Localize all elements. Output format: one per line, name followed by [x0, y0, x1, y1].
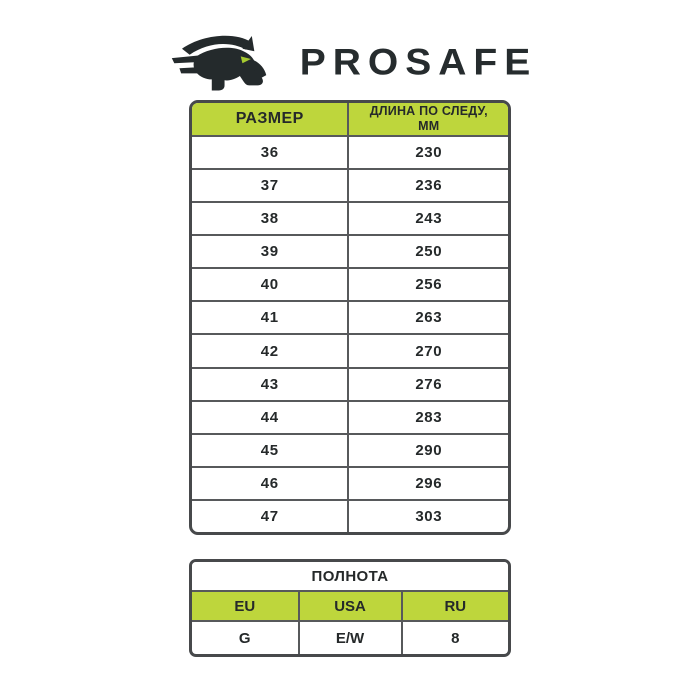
size-cell: 41	[192, 300, 348, 333]
length-cell: 276	[347, 366, 508, 400]
fullness-header-row: EU USA RU	[192, 590, 508, 620]
length-cell: 283	[347, 399, 508, 433]
length-cell: 236	[347, 168, 508, 202]
table-row: 37 236	[192, 168, 508, 202]
size-cell: 37	[192, 168, 348, 201]
length-cell: 270	[347, 333, 508, 367]
fullness-value-ru: 8	[400, 620, 508, 654]
length-cell: 256	[347, 267, 508, 301]
size-column-header: РАЗМЕР	[192, 103, 348, 135]
length-cell: 290	[347, 432, 508, 466]
fullness-table: ПОЛНОТА EU USA RU G E/W 8	[192, 562, 508, 654]
size-cell: 38	[192, 201, 348, 234]
size-cell: 45	[192, 432, 348, 466]
fullness-header-usa: USA	[297, 590, 401, 620]
table-row: 38 243	[192, 201, 508, 235]
fullness-header-ru: RU	[400, 590, 508, 620]
length-cell: 243	[347, 201, 508, 235]
fullness-values-row: G E/W 8	[192, 620, 508, 654]
size-cell: 42	[192, 333, 348, 366]
size-cell: 39	[192, 234, 348, 267]
size-table-header-row: РАЗМЕР ДЛИНА ПО СЛЕДУ, ММ	[192, 103, 508, 135]
length-cell: 296	[347, 465, 508, 499]
fullness-title: ПОЛНОТА	[192, 562, 508, 590]
size-cell: 43	[192, 366, 348, 400]
length-cell: 303	[347, 498, 508, 532]
fullness-title-row: ПОЛНОТА	[192, 562, 508, 590]
table-row: 44 283	[192, 399, 508, 433]
table-row: 45 290	[192, 432, 508, 466]
fullness-header-eu: EU	[192, 590, 298, 620]
length-cell: 263	[347, 300, 508, 334]
size-cell: 44	[192, 399, 348, 433]
table-row: 40 256	[192, 267, 508, 301]
table-row: 43 276	[192, 366, 508, 400]
table-row: 41 263	[192, 300, 508, 334]
size-cell: 47	[192, 498, 348, 532]
fullness-value-eu: G	[192, 620, 298, 654]
fullness-value-usa: E/W	[297, 620, 401, 654]
rhino-logo-icon	[171, 35, 267, 90]
length-cell: 250	[347, 234, 508, 268]
length-header-line2: ММ	[418, 119, 440, 133]
length-cell: 230	[347, 135, 508, 169]
length-header-line1: ДЛИНА ПО СЛЕДУ,	[369, 104, 488, 119]
table-row: 42 270	[192, 333, 508, 367]
size-table-container: РАЗМЕР ДЛИНА ПО СЛЕДУ, ММ 36 230 37 236 …	[189, 100, 511, 535]
size-cell: 36	[192, 135, 348, 168]
size-table: РАЗМЕР ДЛИНА ПО СЛЕДУ, ММ 36 230 37 236 …	[192, 103, 508, 532]
table-row: 39 250	[192, 234, 508, 268]
table-row: 36 230	[192, 135, 508, 169]
size-cell: 46	[192, 465, 348, 499]
brand-wordmark: PROSAFE	[299, 42, 538, 83]
table-row: 47 303	[192, 498, 508, 532]
fullness-table-container: ПОЛНОТА EU USA RU G E/W 8	[189, 559, 511, 657]
length-column-header: ДЛИНА ПО СЛЕДУ, ММ	[347, 103, 508, 135]
table-row: 46 296	[192, 465, 508, 499]
prosafe-logo: PROSAFE	[0, 26, 700, 96]
size-cell: 40	[192, 267, 348, 300]
